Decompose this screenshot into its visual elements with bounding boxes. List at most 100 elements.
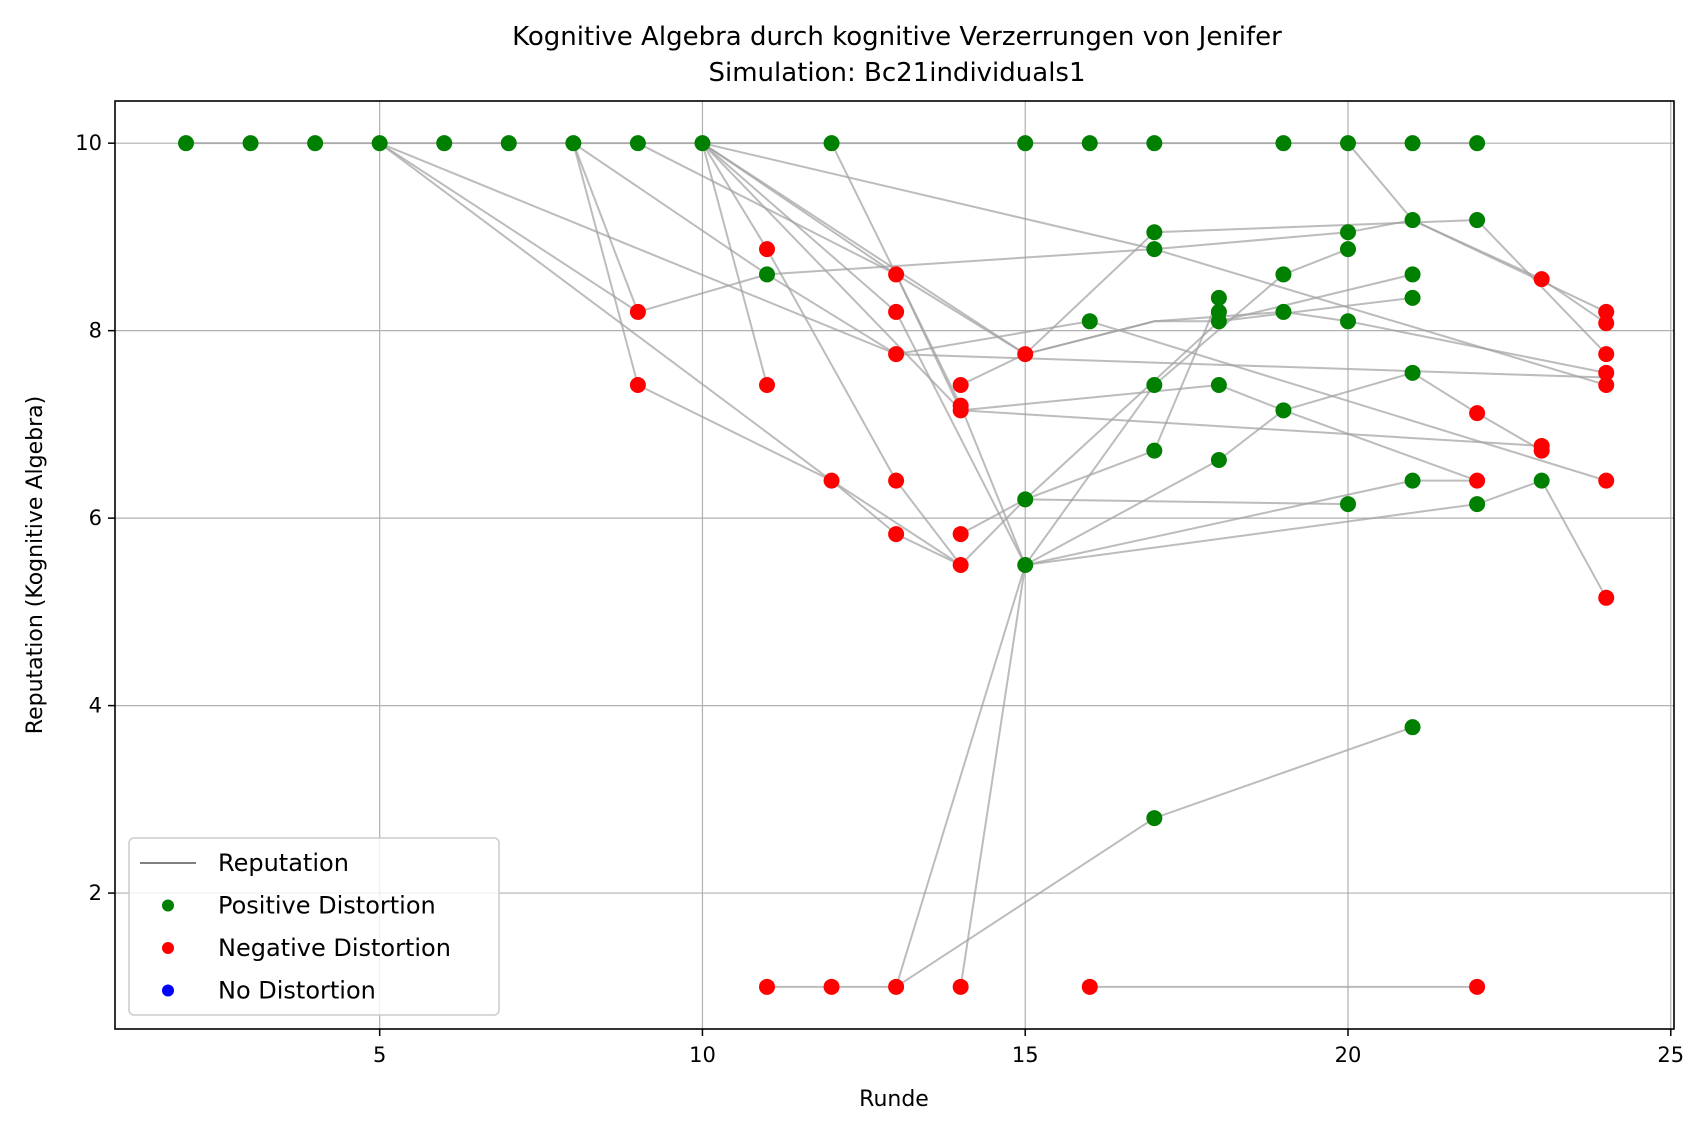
- positive-distortion-point: [1339, 313, 1356, 330]
- legend-marker-swatch: [162, 942, 174, 954]
- reputation-line: [960, 273, 1413, 535]
- positive-distortion-point: [1146, 224, 1163, 241]
- reputation-line: [895, 726, 1413, 988]
- legend-items: Reputation Positive Distortion Negative Di…: [140, 849, 451, 1005]
- negative-distortion-point: [759, 377, 776, 394]
- negative-distortion-point: [1598, 589, 1615, 606]
- positive-distortion-point: [1469, 212, 1486, 229]
- positive-distortion-point: [1533, 472, 1550, 489]
- x-axis-ticks: 5 10 15 20 25: [373, 1029, 1684, 1067]
- negative-distortion-point: [952, 978, 969, 995]
- negative-distortion-point: [629, 303, 646, 320]
- negative-distortion-point: [1598, 472, 1615, 489]
- positive-distortion-point: [1275, 303, 1292, 320]
- positive-distortion-point: [1339, 224, 1356, 241]
- negative-distortion-point: [629, 377, 646, 394]
- negative-distortion-point: [952, 526, 969, 543]
- positive-distortion-point: [759, 266, 776, 283]
- negative-distortion-point: [1469, 978, 1486, 995]
- reputation-line: [572, 142, 1607, 324]
- legend-label: Negative Distortion: [218, 934, 451, 962]
- legend-marker-swatch: [162, 984, 174, 997]
- negative-distortion-point: [1017, 346, 1034, 363]
- chart-subtitle: Simulation: Bc21individuals1: [709, 58, 1086, 88]
- y-tick-label: 6: [89, 506, 102, 530]
- reputation-line: [830, 142, 1349, 568]
- reputation-line: [701, 142, 1478, 482]
- positive-distortion-point: [178, 135, 195, 152]
- negative-distortion-point: [823, 978, 840, 995]
- negative-distortion-point: [888, 472, 905, 489]
- positive-distortion-point: [1210, 377, 1227, 394]
- negative-distortion-point: [1598, 377, 1615, 394]
- positive-distortion-point: [1081, 135, 1098, 152]
- x-tick-label: 25: [1657, 1043, 1684, 1067]
- negative-distortion-point: [759, 241, 776, 258]
- negative-distortion-point: [1598, 346, 1615, 363]
- negative-distortion-point: [952, 402, 969, 419]
- negative-distortion-point: [823, 472, 840, 489]
- x-tick-label: 20: [1335, 1043, 1362, 1067]
- reputation-line: [1025, 498, 1349, 506]
- data-points: [178, 135, 1615, 995]
- reputation-line: [895, 320, 1607, 482]
- positive-distortion-point: [1404, 364, 1421, 381]
- negative-distortion-point: [888, 346, 905, 363]
- positive-distortion-point: [1404, 266, 1421, 283]
- positive-distortion-point: [1210, 289, 1227, 306]
- negative-distortion-point: [888, 303, 905, 320]
- positive-distortion-point: [500, 135, 517, 152]
- positive-distortion-point: [823, 135, 840, 152]
- y-tick-label: 10: [75, 131, 102, 155]
- reputation-line: [895, 479, 1478, 988]
- negative-distortion-point: [1469, 405, 1486, 422]
- positive-distortion-point: [1017, 135, 1034, 152]
- reputation-line: [701, 142, 768, 386]
- reputation-line: [379, 142, 639, 313]
- positive-distortion-point: [1339, 135, 1356, 152]
- positive-distortion-point: [1469, 135, 1486, 152]
- legend-no-distortion: No Distortion: [162, 977, 376, 1005]
- chart-title: Kognitive Algebra durch kognitive Verzer…: [512, 22, 1282, 52]
- negative-distortion-point: [1598, 315, 1615, 332]
- positive-distortion-point: [1404, 289, 1421, 306]
- positive-distortion-point: [1146, 442, 1163, 459]
- positive-distortion-point: [1146, 377, 1163, 394]
- positive-distortion-point: [629, 135, 646, 152]
- positive-distortion-point: [1017, 491, 1034, 508]
- positive-distortion-point: [1146, 810, 1163, 827]
- positive-distortion-point: [1404, 719, 1421, 736]
- positive-distortion-point: [1404, 472, 1421, 489]
- y-axis-label: Reputation (Kognitive Algebra): [23, 396, 48, 734]
- negative-distortion-point: [1598, 303, 1615, 320]
- reputation-line: [959, 479, 1608, 987]
- positive-distortion-point: [1469, 496, 1486, 513]
- legend-marker-swatch: [162, 899, 174, 912]
- positive-distortion-point: [307, 135, 324, 152]
- negative-distortion-point: [1533, 271, 1550, 288]
- negative-distortion-point: [952, 377, 969, 394]
- legend-positive-distortion: Positive Distortion: [162, 892, 436, 920]
- negative-distortion-point: [888, 978, 905, 995]
- negative-distortion-point: [759, 978, 776, 995]
- y-tick-label: 2: [89, 881, 102, 905]
- positive-distortion-point: [1210, 313, 1227, 330]
- y-tick-label: 4: [89, 694, 102, 718]
- x-tick-label: 10: [689, 1043, 716, 1067]
- positive-distortion-point: [1339, 496, 1356, 513]
- reputation-line: [637, 142, 1607, 374]
- reputation-line: [960, 219, 1478, 386]
- reputation-line: [702, 142, 1607, 386]
- legend-reputation: Reputation: [140, 849, 349, 877]
- negative-distortion-point: [888, 526, 905, 543]
- legend-label: No Distortion: [218, 977, 376, 1005]
- reputation-line: [379, 142, 897, 356]
- negative-distortion-point: [952, 557, 969, 573]
- positive-distortion-point: [436, 135, 453, 152]
- negative-distortion-point: [888, 266, 905, 283]
- x-axis-label: Runde: [859, 1087, 929, 1112]
- reputation-line: [701, 142, 962, 566]
- positive-distortion-point: [1404, 135, 1421, 152]
- positive-distortion-point: [1275, 266, 1292, 283]
